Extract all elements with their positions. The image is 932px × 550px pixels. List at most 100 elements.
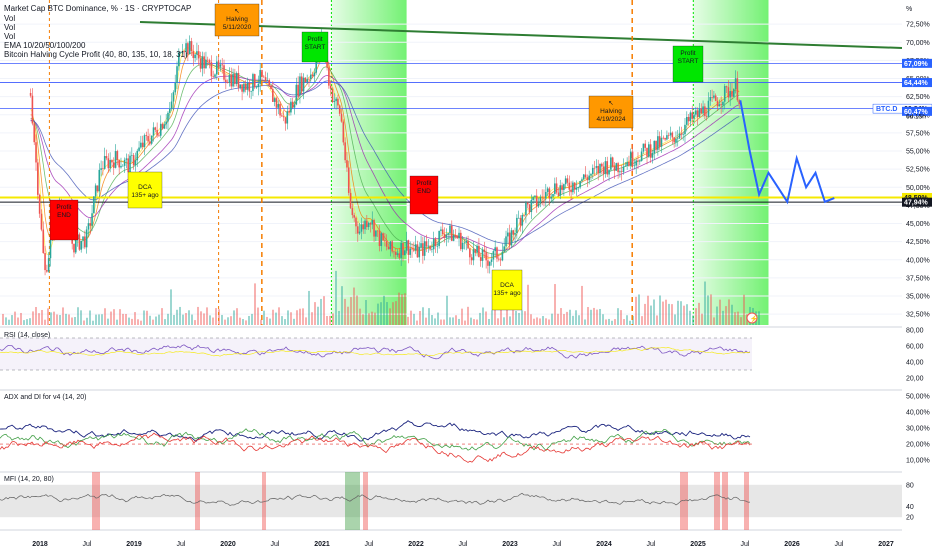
candle-body (241, 84, 243, 92)
x-tick-label: Jul (177, 541, 186, 548)
candle-body (689, 112, 692, 122)
volume-bar (23, 320, 25, 325)
lightning-icon[interactable] (746, 312, 758, 324)
candle-body (185, 43, 187, 52)
candle-body (485, 251, 487, 261)
candle-body (93, 196, 95, 214)
volume-bar (689, 310, 691, 325)
volume-bar (581, 285, 583, 325)
candle-body (414, 244, 417, 251)
y-tick-label: 42,50% (906, 239, 930, 246)
indicator-vol-3[interactable]: Vol (4, 32, 16, 41)
candle-body (581, 179, 583, 182)
candle-body (714, 95, 717, 101)
y-tick-label: 40 (906, 504, 914, 511)
pane-separators (0, 326, 902, 531)
candle-body (734, 78, 737, 90)
oscillator-line (0, 420, 751, 443)
volume-bar (386, 302, 388, 325)
volume-bar (50, 312, 52, 325)
volume-bar (449, 317, 451, 325)
candle-body (134, 160, 137, 166)
dca-annotation-box (491, 269, 523, 311)
volume-bar (266, 316, 268, 325)
volume-bar (143, 310, 145, 325)
volume-bar (155, 316, 157, 325)
candle-body (176, 66, 178, 83)
ema-line (30, 80, 740, 244)
indicator-halving-cycle[interactable]: Bitcoin Halving Cycle Profit (40, 80, 13… (4, 50, 188, 59)
volume-bar (170, 289, 172, 325)
volume-bar (227, 317, 229, 325)
y-tick-label: 20 (906, 515, 914, 522)
indicator-vol-1[interactable]: Vol (4, 14, 16, 23)
y-tick-label: 50,00% (906, 185, 930, 192)
adx-pane[interactable]: 50,00% 40,00% 30,00% 20,00% 10,00% (0, 394, 930, 465)
mfi-pane[interactable]: 80 40 20 (0, 472, 914, 530)
oscillator-line (0, 432, 751, 463)
candle-body (729, 91, 731, 98)
candle-body (591, 167, 594, 174)
candle-body (449, 225, 451, 234)
price-level-tag (902, 197, 932, 207)
candle-body (671, 132, 674, 138)
volume-bar (290, 312, 292, 325)
candle-body (472, 249, 475, 261)
candle-body (566, 178, 569, 183)
candle-body (232, 73, 234, 87)
candle-body (295, 84, 298, 105)
volume-bar (407, 316, 409, 325)
candle-body (306, 79, 308, 83)
volume-bar (569, 309, 571, 325)
candle-body (120, 165, 122, 168)
level-tags: 67,09%64,44%60,84%60,47%48,59%47,94%BTC.… (872, 58, 932, 207)
candle-body (496, 247, 498, 259)
y-tick-label: 55,00% (906, 149, 930, 156)
volume-bar (173, 314, 175, 325)
candle-body (727, 87, 730, 98)
volume-bar (140, 320, 142, 325)
candle-body (563, 184, 565, 190)
candle-body (396, 253, 399, 255)
volume-bar (692, 315, 694, 325)
candle-body (454, 234, 457, 237)
candle-body (673, 137, 675, 143)
indicator-ema[interactable]: EMA 10/20/50/100/200 (4, 41, 86, 50)
volume-bar (473, 319, 475, 325)
candle-body (109, 159, 111, 169)
adx-title: ADX and DI for v4 (14, 20) (4, 394, 86, 401)
volume-bar (701, 313, 703, 325)
rsi-pane[interactable]: 80,00 60,00 40,00 20,00 (0, 328, 924, 383)
indicator-vol-2[interactable]: Vol (4, 23, 16, 32)
candle-body (432, 238, 435, 250)
candle-body (290, 101, 292, 113)
candle-body (460, 232, 462, 250)
volume-bar (107, 318, 109, 325)
x-axis[interactable]: 2018 Jul 2019 Jul 2020 Jul 2021 Jul 2022 Jul 2023 J… (32, 541, 894, 548)
candle-body (514, 233, 516, 235)
profit-end-annotation-text: END (57, 212, 71, 219)
candle-body (588, 175, 590, 181)
candle-body (651, 153, 654, 158)
candle-body (702, 106, 704, 114)
candle-body (38, 194, 41, 214)
candle-body (194, 54, 196, 59)
trendline-resistance[interactable] (139, 21, 903, 49)
candle-body (608, 169, 610, 175)
candle-body (96, 185, 99, 192)
candle-body (646, 147, 648, 157)
volume-bar (677, 300, 679, 325)
profit-start-annotation-text: Profit (680, 50, 695, 57)
candle-body (382, 233, 384, 241)
candle-body (152, 127, 155, 136)
candle-body (275, 98, 278, 108)
volume-bar (83, 320, 85, 325)
candle-body (74, 238, 77, 253)
volume-bar (650, 305, 652, 325)
candle-body (649, 144, 652, 158)
candle-body (235, 73, 238, 84)
y-tick-label: 72,50% (906, 22, 930, 29)
volume-bar (644, 303, 646, 325)
volume-bar (455, 315, 457, 325)
